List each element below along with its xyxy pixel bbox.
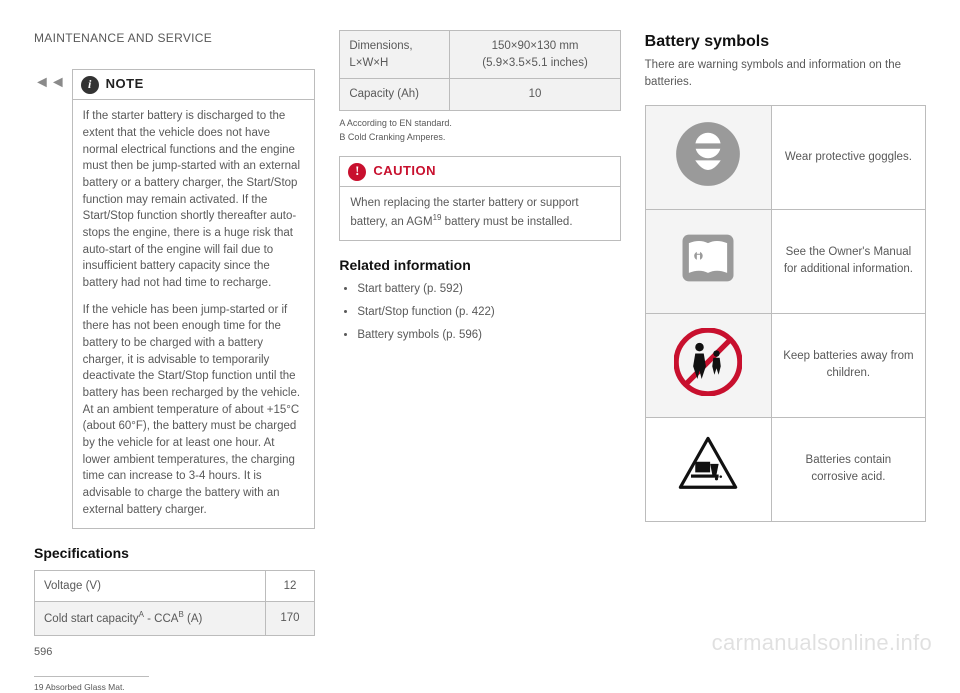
continued-icon: ◄◄ [34,71,66,94]
symbol-text: Keep batteries away from children. [771,313,925,417]
note-paragraph: If the vehicle has been jump-started or … [83,302,305,519]
symbol-goggles-icon [645,105,771,209]
related-info-heading: Related information [339,255,620,275]
note-label: NOTE [106,75,144,94]
table-footnotes: A According to EN standard. B Cold Crank… [339,117,620,144]
battery-symbols-heading: Battery symbols [645,30,926,53]
spec-label: Dimensions, L×W×H [340,31,450,79]
symbol-manual-icon [645,209,771,313]
specifications-table-b: Dimensions, L×W×H 150×90×130 mm (5.9×3.5… [339,30,620,111]
spec-value: 150×90×130 mm (5.9×3.5×5.1 inches) [450,31,620,79]
note-paragraph: If the starter battery is discharged to … [83,108,305,291]
battery-symbols-table: Wear protective goggles. See the Owner's… [645,105,926,522]
symbol-text: Batteries contain corrosive acid. [771,417,925,521]
specifications-heading: Specifications [34,543,315,563]
caution-callout: ! CAUTION When replacing the starter bat… [339,156,620,241]
symbol-text: See the Owner's Manual for additional in… [771,209,925,313]
section-header: MAINTENANCE AND SERVICE [34,30,315,47]
caution-icon: ! [348,163,366,181]
spec-label: Cold start capacityA - CCAB (A) [35,602,266,636]
spec-value: 10 [450,79,620,111]
page-number: 596 [34,645,52,661]
note-callout: i NOTE If the starter battery is dischar… [72,69,316,529]
footnote-19: 19 Absorbed Glass Mat. [34,681,315,693]
caution-text-post: battery must be installed. [441,215,572,227]
symbol-acid-icon [645,417,771,521]
specifications-table-a: Voltage (V) 12 Cold start capacityA - CC… [34,570,315,636]
spec-value: 170 [265,602,315,636]
caution-text: When replacing the starter battery or su… [350,195,609,230]
related-info-list: Start battery (p. 592) Start/Stop functi… [339,281,620,343]
symbol-children-icon [645,313,771,417]
battery-symbols-intro: There are warning symbols and informatio… [645,57,926,90]
symbol-text: Wear protective goggles. [771,105,925,209]
watermark: carmanualsonline.info [712,627,932,659]
table-footnote-b: B Cold Cranking Amperes. [339,131,620,144]
related-item: Start/Stop function (p. 422) [357,304,620,321]
related-item: Start battery (p. 592) [357,281,620,298]
related-item: Battery symbols (p. 596) [357,327,620,344]
spec-label: Capacity (Ah) [340,79,450,111]
spec-value: 12 [265,570,315,602]
info-icon: i [81,76,99,94]
caution-label: CAUTION [373,162,436,181]
table-footnote-a: A According to EN standard. [339,117,620,130]
spec-label: Voltage (V) [35,570,266,602]
